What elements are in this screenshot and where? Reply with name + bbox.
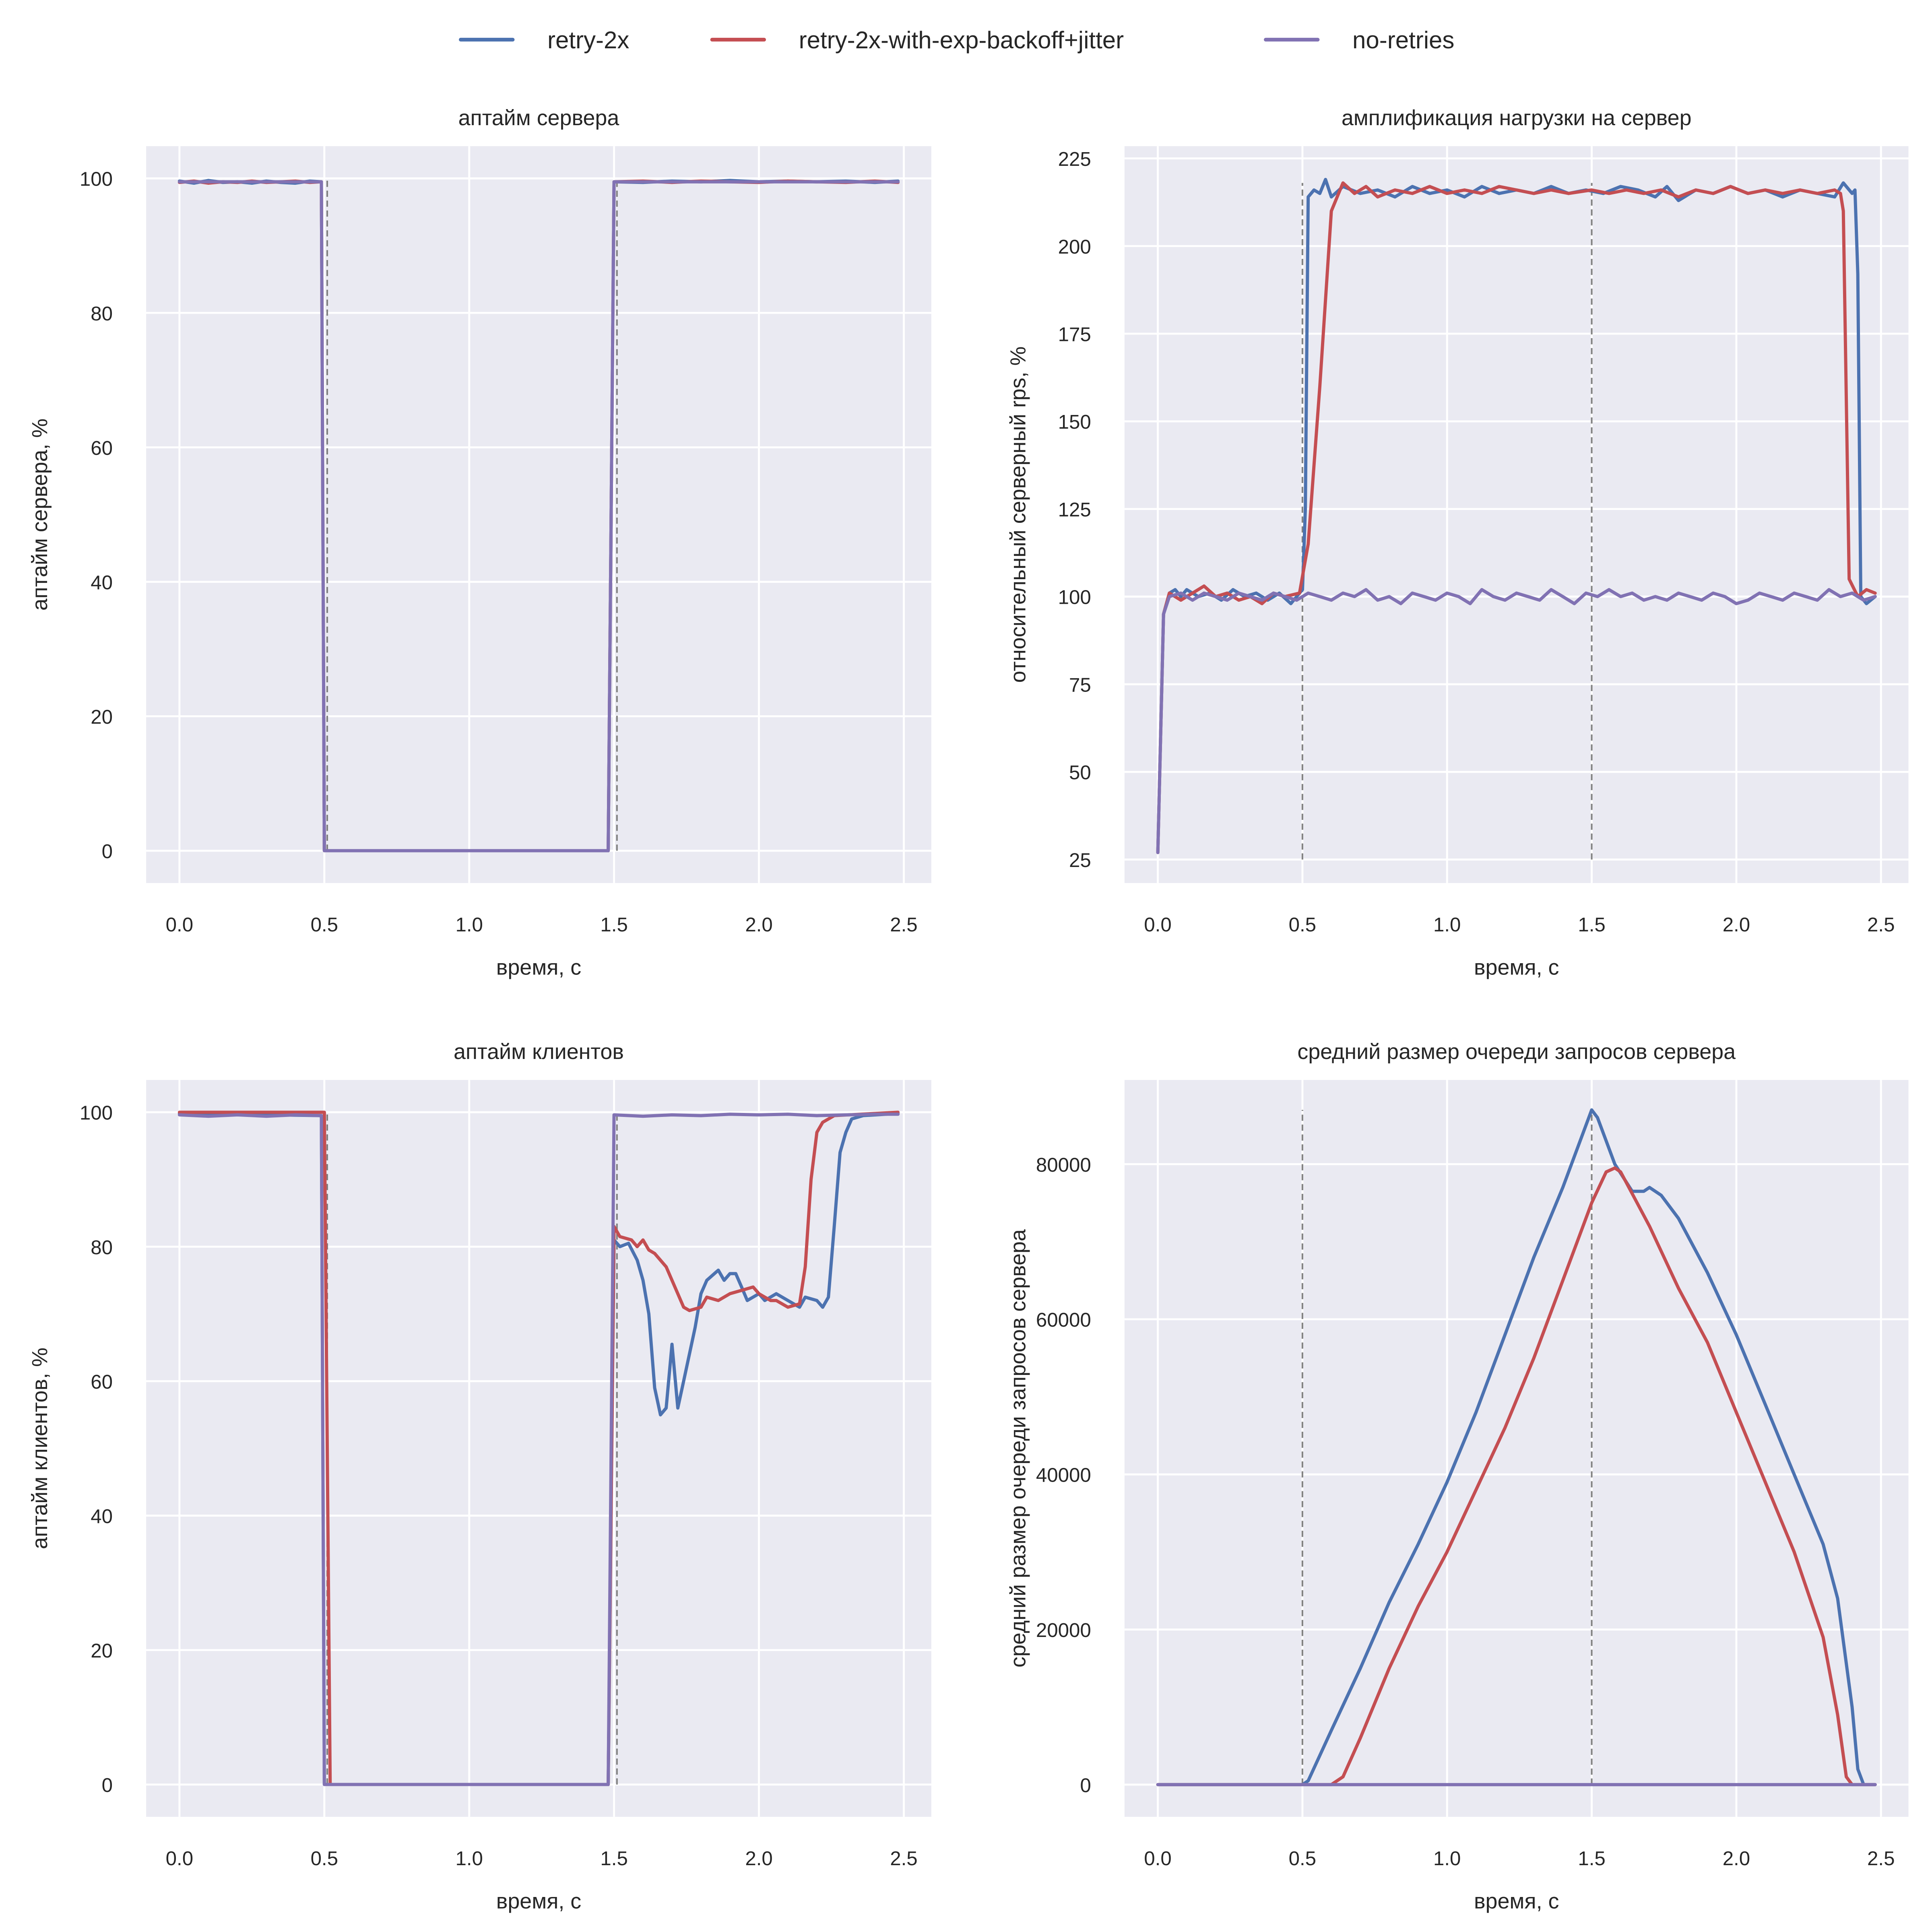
- subplot-title: амплификация нагрузки на сервер: [1342, 106, 1692, 130]
- x-tick-label: 1.5: [1578, 1847, 1605, 1870]
- legend-entry-retry-2x-with-exp-backoff-jitter: retry-2x-with-exp-backoff+jitter: [710, 27, 1124, 54]
- x-axis-label: время, с: [1474, 1889, 1559, 1913]
- y-tick-label: 20: [91, 706, 113, 728]
- x-tick-label: 1.0: [1433, 914, 1461, 936]
- x-axis-label: время, с: [496, 956, 581, 980]
- y-tick-label: 40000: [1036, 1464, 1091, 1486]
- series-line-no-retries: [1156, 588, 1877, 855]
- x-tick-label: 0.0: [166, 914, 193, 936]
- y-tick-label: 225: [1058, 148, 1091, 170]
- x-tick-label: 0.0: [166, 1847, 193, 1870]
- plot-area: [1124, 146, 1909, 883]
- subplot-1: 0.0 0.5 1.0 1.5 2.0 2.5 0 20 40 60 80 100 аптайм сер…: [28, 106, 931, 980]
- series-line-no-retries: [178, 180, 900, 852]
- x-tick-label: 1.5: [600, 914, 627, 936]
- series-line-retry-2x-with-exp-backoff-jitter: [178, 1110, 900, 1786]
- subplot-3: 0.0 0.5 1.0 1.5 2.0 2.5 0 20 40 60 80 100 аптайм кли…: [28, 1040, 931, 1913]
- y-tick-label: 100: [80, 1102, 113, 1124]
- x-tick-label: 0.0: [1144, 914, 1171, 936]
- legend-label: no-retries: [1352, 27, 1454, 54]
- y-tick-label: 0: [102, 840, 113, 863]
- subplot-title: аптайм клиентов: [454, 1040, 624, 1064]
- subplot-2: 0.0 0.5 1.0 1.5 2.0 2.5 25 50 75 100 125 150 175 200 2…: [1006, 106, 1909, 980]
- y-axis-label: аптайм клиентов, %: [28, 1348, 52, 1549]
- y-tick-label: 125: [1058, 499, 1091, 521]
- y-tick-label: 0: [102, 1774, 113, 1796]
- y-tick-label: 25: [1069, 849, 1091, 871]
- x-axis-label: время, с: [1474, 956, 1559, 980]
- series-line-retry-2x-with-exp-backoff-jitter: [1156, 1166, 1877, 1786]
- x-tick-label: 0.5: [311, 914, 338, 936]
- x-tick-label: 1.0: [1433, 1847, 1461, 1870]
- y-tick-label: 80000: [1036, 1154, 1091, 1176]
- x-tick-label: 2.0: [1723, 914, 1750, 936]
- y-tick-label: 80: [91, 303, 113, 325]
- x-tick-label: 2.0: [745, 1847, 772, 1870]
- y-tick-label: 150: [1058, 411, 1091, 433]
- y-tick-label: 60: [91, 1371, 113, 1393]
- x-tick-label: 1.0: [455, 1847, 483, 1870]
- y-tick-label: 80: [91, 1236, 113, 1259]
- series-line-no-retries: [178, 1113, 900, 1786]
- y-axis-label: средний размер очереди запросов сервера: [1006, 1229, 1030, 1668]
- x-tick-label: 2.0: [745, 914, 772, 936]
- legend-entry-retry-2x: retry-2x: [459, 27, 629, 54]
- y-tick-label: 50: [1069, 762, 1091, 784]
- x-tick-label: 0.5: [1289, 1847, 1316, 1870]
- y-tick-label: 40: [91, 1505, 113, 1527]
- plot-area: [146, 146, 931, 883]
- legend-label: retry-2x-with-exp-backoff+jitter: [799, 27, 1124, 54]
- y-axis-label: аптайм сервера, %: [28, 419, 52, 611]
- y-tick-label: 100: [80, 168, 113, 190]
- y-tick-label: 100: [1058, 586, 1091, 609]
- y-tick-label: 40: [91, 572, 113, 594]
- plot-area: [146, 1080, 931, 1817]
- x-tick-label: 2.0: [1723, 1847, 1750, 1870]
- y-tick-label: 20000: [1036, 1619, 1091, 1641]
- legend: retry-2x retry-2x-with-exp-backoff+jitter…: [459, 27, 1454, 54]
- y-tick-label: 75: [1069, 674, 1091, 696]
- x-tick-label: 2.5: [1867, 1847, 1895, 1870]
- x-axis-label: время, с: [496, 1889, 581, 1913]
- x-tick-label: 0.0: [1144, 1847, 1171, 1870]
- subplot-title: аптайм сервера: [458, 106, 619, 130]
- series-line-retry-2x: [178, 1112, 900, 1786]
- x-tick-label: 1.0: [455, 914, 483, 936]
- x-tick-label: 2.5: [1867, 914, 1895, 936]
- x-tick-label: 1.5: [600, 1847, 627, 1870]
- x-tick-label: 2.5: [890, 914, 917, 936]
- y-tick-label: 20: [91, 1640, 113, 1662]
- y-tick-label: 200: [1058, 236, 1091, 258]
- x-tick-label: 0.5: [1289, 914, 1316, 936]
- x-tick-label: 2.5: [890, 1847, 917, 1870]
- y-axis-label: относительный серверный rps, %: [1006, 347, 1030, 683]
- y-tick-label: 175: [1058, 324, 1091, 346]
- y-tick-label: 60: [91, 437, 113, 459]
- legend-label: retry-2x: [547, 27, 629, 54]
- y-tick-label: 0: [1080, 1774, 1091, 1796]
- plot-area: [1124, 1080, 1909, 1817]
- x-tick-label: 1.5: [1578, 914, 1605, 936]
- x-tick-label: 0.5: [311, 1847, 338, 1870]
- subplots: 0.0 0.5 1.0 1.5 2.0 2.5 0 20 40 60 80 100 аптайм сер…: [28, 106, 1909, 1913]
- y-tick-label: 60000: [1036, 1309, 1091, 1331]
- subplot-title: средний размер очереди запросов сервера: [1297, 1040, 1736, 1064]
- legend-entry-no-retries: no-retries: [1264, 27, 1454, 54]
- subplot-4: 0.0 0.5 1.0 1.5 2.0 2.5 0 20000 40000 60000 80000 с…: [1006, 1040, 1909, 1913]
